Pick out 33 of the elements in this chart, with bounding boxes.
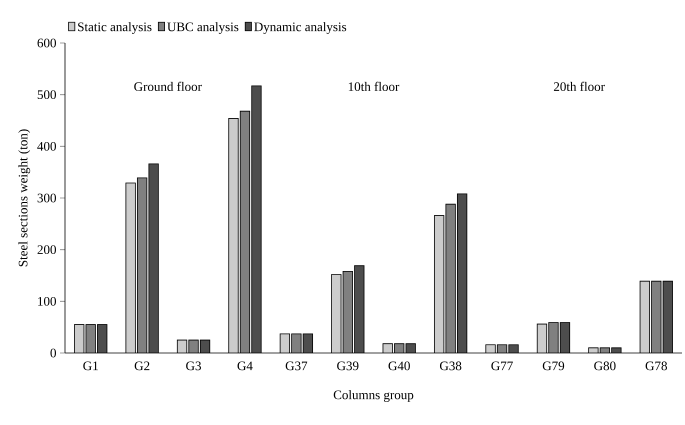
bar <box>548 322 558 353</box>
x-tick-label: G39 <box>337 362 358 370</box>
y-tick-label: 200 <box>38 245 56 254</box>
bar <box>228 118 238 353</box>
y-tick-label: 100 <box>38 296 56 306</box>
x-tick-label: G3 <box>186 362 201 370</box>
bar <box>560 322 570 353</box>
x-axis-title: Columns group <box>334 390 414 402</box>
x-tick-label: G77 <box>491 362 513 370</box>
y-tick-label: 600 <box>38 38 56 48</box>
annotation: 10th floor <box>348 82 400 92</box>
y-tick-label: 400 <box>37 142 56 151</box>
x-tick-label: G40 <box>388 362 410 370</box>
x-tick-label: G4 <box>238 362 253 370</box>
annotation: Ground floor <box>134 82 202 92</box>
bar <box>240 111 250 353</box>
legend-label: Dynamic analysis <box>254 22 346 34</box>
x-tick-label: G37 <box>286 362 308 370</box>
legend-label: UBC analysis <box>167 22 238 34</box>
x-tick-label: G80 <box>594 362 616 370</box>
x-tick-label: G78 <box>646 362 667 370</box>
y-tick-label: 300 <box>38 194 56 202</box>
y-tick-label: 0 <box>50 348 56 358</box>
bar <box>537 324 547 353</box>
x-tick-label: G1 <box>83 362 98 370</box>
y-tick-label: 500 <box>38 90 56 100</box>
legend-label: Static analysis <box>78 22 152 34</box>
x-tick-label: G79 <box>542 362 564 370</box>
x-tick-label: G2 <box>134 362 150 370</box>
x-tick-label: G38 <box>440 362 462 370</box>
y-axis-title: Steel sections weight (ton) <box>18 129 30 266</box>
bar <box>252 86 262 353</box>
annotation: 20th floor <box>554 82 605 92</box>
